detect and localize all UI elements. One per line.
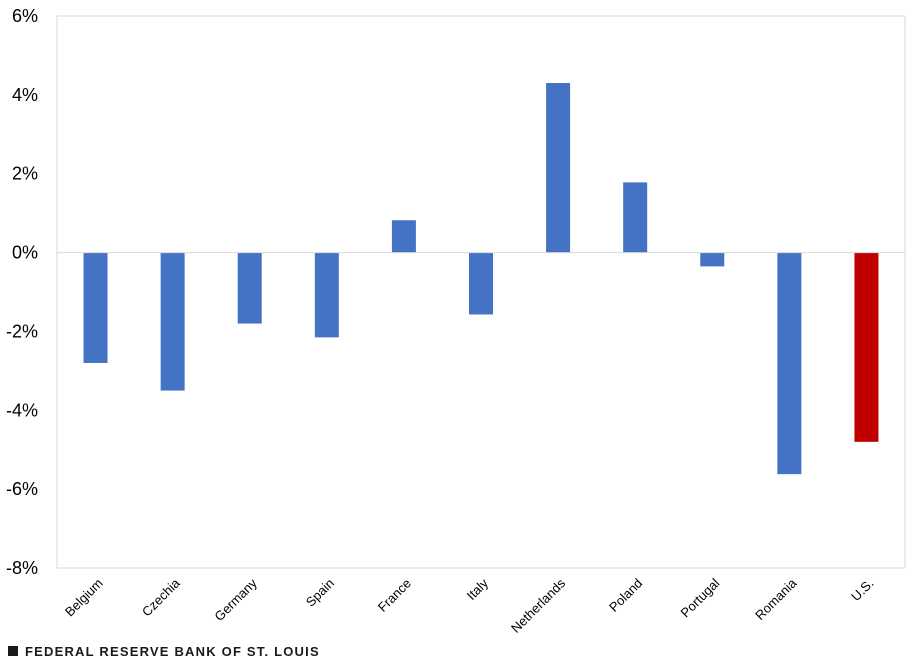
- bar-germany: [237, 252, 262, 324]
- bar-poland: [623, 182, 648, 253]
- x-tick-label: Portugal: [678, 575, 723, 620]
- bar-belgium: [83, 252, 108, 363]
- footer-square-icon: [8, 646, 18, 656]
- x-tick-label: France: [375, 576, 414, 615]
- y-tick-label: -8%: [6, 558, 38, 578]
- x-tick-label: Netherlands: [508, 575, 569, 636]
- bar-netherlands: [546, 83, 571, 253]
- x-tick-label: Romania: [752, 575, 800, 623]
- bar-france: [391, 220, 416, 253]
- x-tick-labels: Belgium Czechia Germany Spain France Italy Net…: [62, 575, 877, 636]
- bar-u-s: [854, 252, 879, 442]
- bar-spain: [314, 252, 339, 338]
- bars: [83, 83, 879, 475]
- bar-romania: [777, 252, 802, 475]
- y-tick-label: -6%: [6, 479, 38, 499]
- bar-chart: 6% 4% 2% 0% -2% -4% -6% -8% Belgium Czechia Germa…: [6, 6, 906, 636]
- x-tick-label: Spain: [303, 576, 337, 610]
- y-tick-label: 6%: [12, 6, 38, 26]
- bar-italy: [469, 252, 493, 315]
- y-tick-label: 2%: [12, 164, 38, 184]
- source-label: FEDERAL RESERVE BANK OF ST. LOUIS: [25, 643, 320, 659]
- bar-portugal: [700, 252, 725, 267]
- y-tick-label: -4%: [6, 400, 38, 420]
- y-tick-label: -2%: [6, 321, 38, 341]
- x-tick-label: U.S.: [848, 576, 876, 604]
- source-footer: FEDERAL RESERVE BANK OF ST. LOUIS: [8, 643, 320, 659]
- y-tick-label: 0%: [12, 243, 38, 263]
- y-tick-label: 4%: [12, 85, 38, 105]
- x-tick-label: Poland: [606, 576, 645, 615]
- x-tick-label: Czechia: [139, 575, 183, 619]
- x-tick-label: Italy: [464, 575, 492, 603]
- x-tick-label: Germany: [211, 575, 260, 624]
- y-tick-labels: 6% 4% 2% 0% -2% -4% -6% -8%: [6, 6, 38, 578]
- x-tick-label: Belgium: [62, 576, 106, 620]
- bar-czechia: [160, 252, 185, 391]
